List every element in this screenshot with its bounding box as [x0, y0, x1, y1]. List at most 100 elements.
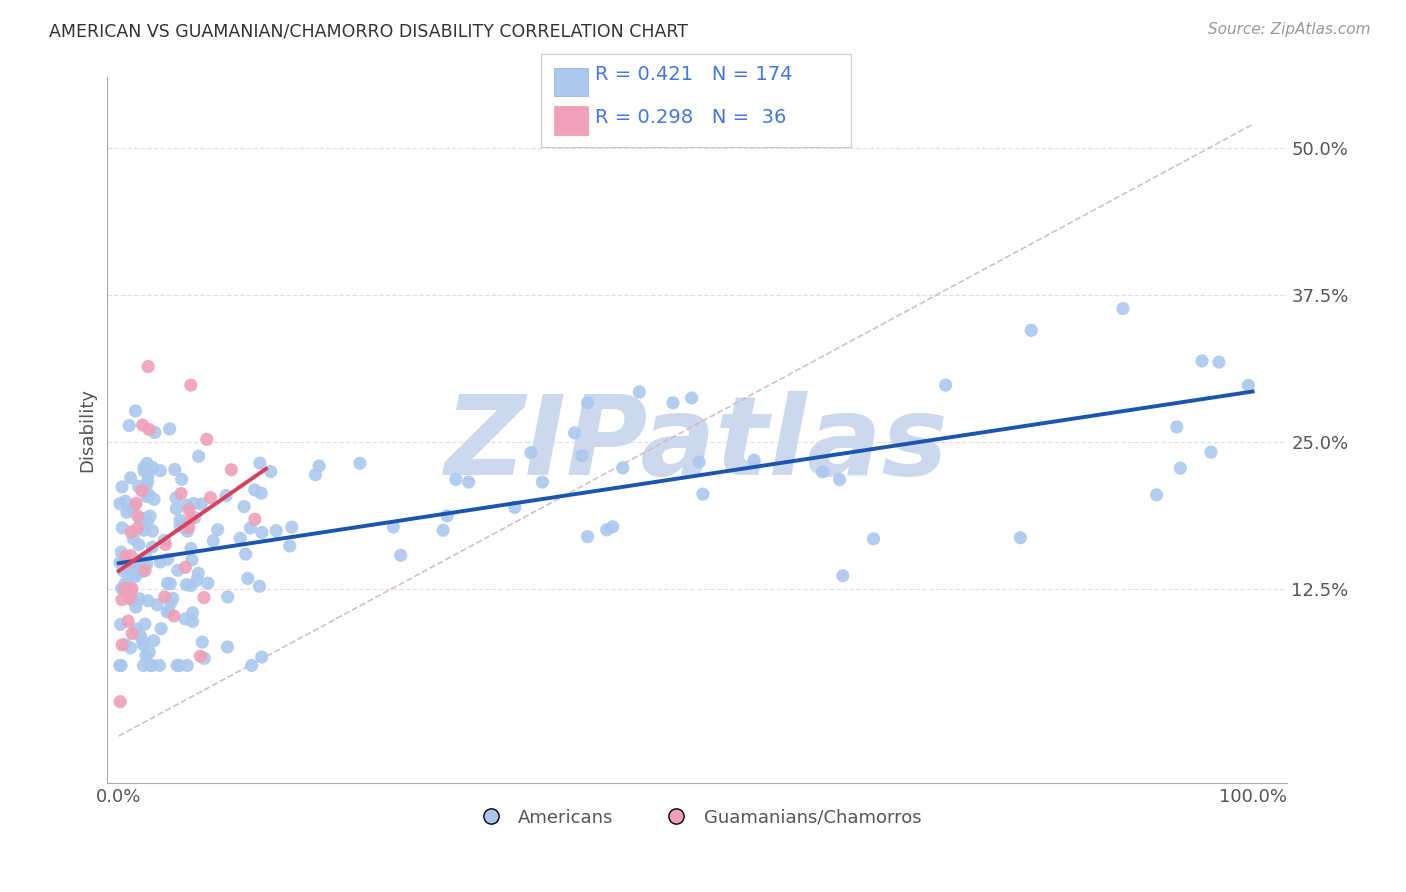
Point: [191, 635, 214, 649]
Point: [1019, 323, 1042, 337]
Point: [141, 460, 163, 475]
Point: [176, 578, 198, 592]
Point: [135, 557, 157, 571]
Point: [132, 634, 155, 648]
Point: [1191, 354, 1213, 368]
Point: [111, 582, 134, 596]
Point: [176, 498, 198, 512]
Point: [576, 396, 599, 410]
Point: [117, 614, 139, 628]
Text: ZIPatlas: ZIPatlas: [446, 391, 949, 498]
Point: [153, 590, 176, 604]
Point: [187, 566, 209, 581]
Point: [108, 497, 131, 511]
Point: [128, 553, 150, 567]
Point: [135, 549, 157, 564]
Point: [153, 533, 176, 548]
Point: [389, 549, 412, 563]
Point: [122, 564, 145, 578]
Point: [157, 604, 180, 618]
Point: [169, 658, 191, 673]
Point: [131, 483, 153, 498]
Point: [229, 531, 252, 545]
Point: [128, 538, 150, 552]
Point: [108, 658, 131, 673]
Point: [138, 422, 160, 436]
Point: [159, 422, 181, 436]
Point: [118, 591, 141, 606]
Point: [125, 600, 148, 615]
Point: [136, 456, 159, 470]
Point: [174, 612, 197, 626]
Text: AMERICAN VS GUAMANIAN/CHAMORRO DISABILITY CORRELATION CHART: AMERICAN VS GUAMANIAN/CHAMORRO DISABILIT…: [49, 22, 688, 40]
Point: [1199, 445, 1222, 459]
Point: [124, 569, 146, 583]
Point: [180, 511, 202, 525]
Point: [349, 456, 371, 470]
Legend: Americans, Guamanians/Chamorros: Americans, Guamanians/Chamorros: [465, 802, 928, 834]
Point: [117, 578, 139, 592]
Point: [120, 584, 142, 599]
Point: [174, 560, 197, 574]
Point: [662, 395, 685, 409]
Point: [146, 598, 169, 612]
Point: [120, 501, 142, 516]
Point: [207, 523, 229, 537]
Point: [124, 404, 146, 418]
Point: [217, 590, 239, 604]
Text: R = 0.421   N = 174: R = 0.421 N = 174: [595, 64, 792, 84]
Point: [249, 456, 271, 470]
Point: [278, 539, 301, 553]
Point: [217, 640, 239, 654]
Point: [190, 497, 212, 511]
Point: [1170, 461, 1192, 475]
Point: [117, 555, 139, 569]
Point: [520, 445, 543, 459]
Point: [1010, 531, 1032, 545]
Point: [457, 475, 479, 489]
Point: [114, 576, 136, 591]
Text: Source: ZipAtlas.com: Source: ZipAtlas.com: [1208, 22, 1371, 37]
Point: [165, 501, 187, 516]
Point: [132, 464, 155, 478]
Point: [176, 658, 198, 673]
Point: [111, 582, 134, 596]
Point: [141, 540, 163, 554]
Point: [382, 520, 405, 534]
Point: [681, 391, 703, 405]
Point: [114, 553, 136, 567]
Point: [112, 564, 135, 578]
Point: [129, 629, 152, 643]
Point: [120, 524, 142, 539]
Point: [628, 384, 651, 399]
Point: [108, 556, 131, 570]
Point: [142, 633, 165, 648]
Point: [128, 591, 150, 606]
Point: [249, 579, 271, 593]
Point: [193, 651, 215, 665]
Point: [155, 537, 177, 551]
Point: [127, 508, 149, 523]
Point: [436, 508, 458, 523]
Point: [125, 496, 148, 510]
Point: [186, 574, 208, 588]
Point: [110, 658, 132, 673]
Point: [148, 658, 170, 673]
Point: [202, 533, 225, 548]
Point: [111, 480, 134, 494]
Point: [235, 547, 257, 561]
Point: [243, 483, 266, 497]
Point: [118, 565, 141, 579]
Point: [120, 549, 142, 563]
Point: [139, 509, 162, 524]
Point: [200, 491, 222, 505]
Point: [177, 521, 200, 535]
Point: [935, 378, 957, 392]
Point: [193, 591, 215, 605]
Point: [162, 591, 184, 606]
Point: [250, 486, 273, 500]
Point: [1112, 301, 1135, 316]
Point: [444, 472, 467, 486]
Point: [304, 467, 326, 482]
Point: [136, 593, 159, 607]
